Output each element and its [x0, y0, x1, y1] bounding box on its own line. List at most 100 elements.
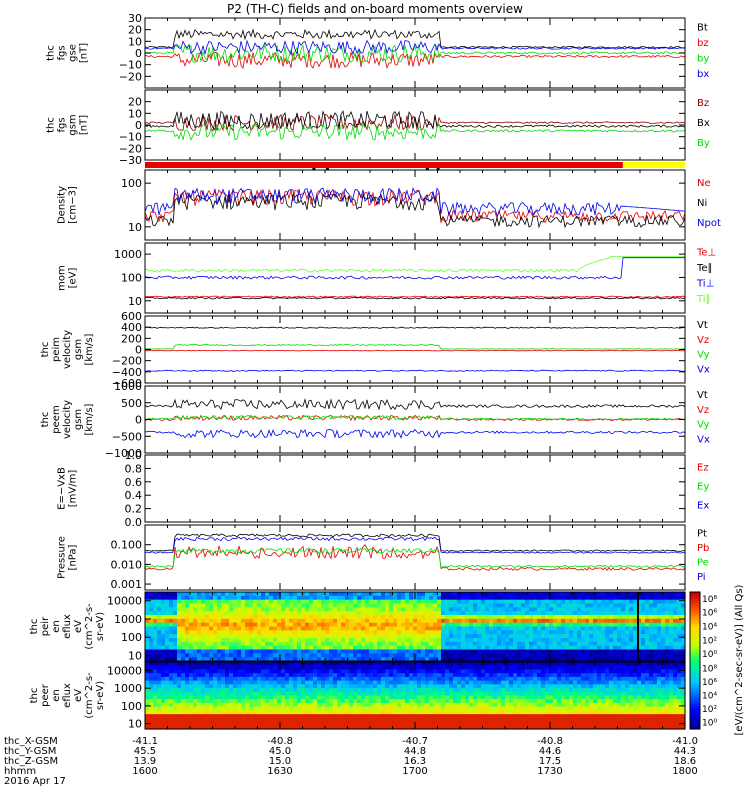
heatmap-cell	[541, 676, 546, 682]
heatmap-cell	[201, 599, 206, 605]
heatmap-cell	[249, 634, 254, 639]
heatmap-cell	[501, 688, 506, 693]
heatmap-cell	[645, 630, 650, 635]
heatmap-cell	[277, 599, 282, 605]
heatmap-cell	[269, 607, 274, 612]
heatmap-cell	[257, 653, 262, 658]
heatmap-cell	[333, 673, 338, 678]
heatmap-cell	[381, 603, 386, 608]
heatmap-cell	[413, 615, 418, 620]
heatmap-cell	[469, 649, 474, 654]
heatmap-cell	[433, 645, 438, 651]
heatmap-cell	[173, 657, 178, 662]
heatmap-cell	[561, 622, 566, 628]
heatmap-cell	[237, 607, 242, 612]
heatmap-cell	[549, 665, 554, 671]
heatmap-cell	[449, 607, 454, 612]
heatmap-cell	[529, 688, 534, 693]
heatmap-cell	[265, 714, 270, 719]
heatmap-cell	[505, 618, 510, 624]
heatmap-cell	[173, 641, 178, 647]
heatmap-cell	[629, 599, 634, 605]
heatmap-cell	[365, 615, 370, 620]
heatmap-cell	[445, 665, 450, 671]
heatmap-cell	[397, 592, 402, 597]
heatmap-cell	[329, 695, 334, 700]
heatmap-cell	[557, 706, 562, 711]
series-line-fgs_gse	[144, 51, 686, 70]
heatmap-cell	[197, 665, 202, 671]
y-tick-label: 0.001	[111, 578, 143, 591]
heatmap-cell	[229, 721, 234, 726]
heatmap-cell	[397, 630, 402, 635]
heatmap-cell	[161, 695, 166, 700]
heatmap-cell	[509, 595, 514, 601]
heatmap-cell	[601, 618, 606, 624]
heatmap-cell	[497, 638, 502, 643]
heatmap-cell	[581, 603, 586, 608]
heatmap-cell	[177, 717, 182, 723]
heatmap-cell	[373, 691, 378, 697]
heatmap-cell	[205, 592, 210, 597]
heatmap-cell	[545, 717, 550, 723]
heatmap-cell	[537, 710, 542, 715]
heatmap-cell	[461, 673, 466, 678]
heatmap-cell	[505, 638, 510, 643]
heatmap-cell	[661, 626, 666, 631]
heatmap-cell	[349, 714, 354, 719]
heatmap-cell	[541, 657, 546, 662]
heatmap-cell	[433, 680, 438, 685]
heatmap-cell	[597, 649, 602, 654]
heatmap-cell	[213, 603, 218, 608]
heatmap-cell	[585, 615, 590, 620]
y-tick-label: 0.0	[125, 516, 143, 529]
heatmap-cell	[409, 592, 414, 597]
heatmap-cell	[273, 595, 278, 601]
heatmap-cell	[489, 603, 494, 608]
series-line-peem	[144, 428, 686, 439]
heatmap-cell	[245, 662, 250, 667]
heatmap-cell	[273, 645, 278, 651]
heatmap-cell	[305, 699, 310, 704]
heatmap-cell	[537, 603, 542, 608]
heatmap-cell	[425, 638, 430, 643]
heatmap-cell	[273, 695, 278, 700]
heatmap-cell	[301, 618, 306, 624]
heatmap-cell	[181, 721, 186, 726]
heatmap-cell	[557, 717, 562, 723]
heatmap-cell	[525, 688, 530, 693]
heatmap-cell	[485, 662, 490, 667]
heatmap-cell	[253, 676, 258, 682]
heatmap-cell	[337, 599, 342, 605]
heatmap-cell	[425, 611, 430, 616]
heatmap-cell	[329, 669, 334, 674]
heatmap-cell	[225, 673, 230, 678]
heatmap-cell	[577, 592, 582, 597]
heatmap-cell	[461, 626, 466, 631]
heatmap-cell	[177, 630, 182, 635]
heatmap-cell	[445, 714, 450, 719]
heatmap-cell	[473, 725, 478, 730]
heatmap-cell	[401, 630, 406, 635]
heatmap-cell	[289, 607, 294, 612]
heatmap-cell	[249, 630, 254, 635]
heatmap-cell	[477, 607, 482, 612]
heatmap-cell	[293, 599, 298, 605]
heatmap-cell	[537, 702, 542, 708]
heatmap-cell	[533, 691, 538, 697]
heatmap-cell	[485, 684, 490, 689]
heatmap-cell	[273, 611, 278, 616]
heatmap-cell	[261, 673, 266, 678]
heatmap-cell	[681, 595, 686, 601]
heatmap-cell	[429, 714, 434, 719]
heatmap-cell	[529, 717, 534, 723]
heatmap-cell	[365, 710, 370, 715]
heatmap-cell	[637, 638, 642, 643]
heatmap-cell	[641, 603, 646, 608]
heatmap-cell	[293, 725, 298, 730]
heatmap-cell	[397, 638, 402, 643]
heatmap-cell	[305, 680, 310, 685]
heatmap-cell	[229, 691, 234, 697]
heatmap-cell	[441, 695, 446, 700]
